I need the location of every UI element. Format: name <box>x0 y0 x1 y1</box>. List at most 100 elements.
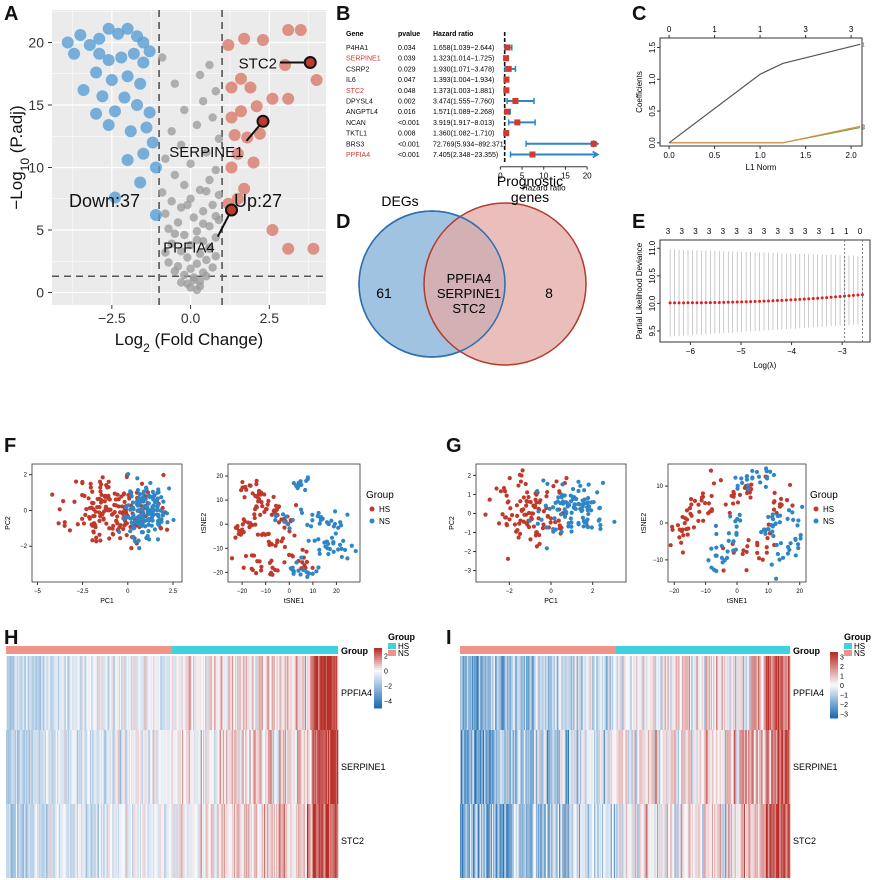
heatmap-cell <box>710 730 713 804</box>
top-tick-label: 3 <box>789 227 794 236</box>
ns-point <box>596 518 601 523</box>
heatmap-cell <box>156 804 158 878</box>
heatmap-cell <box>676 730 679 804</box>
heatmap-cell <box>65 730 68 804</box>
heatmap-cell <box>322 656 324 730</box>
heatmap-cell <box>576 730 578 804</box>
heatmap-cell <box>39 656 41 730</box>
up-point <box>225 111 238 124</box>
heatmap-cell <box>292 730 295 804</box>
heatmap-cell <box>166 804 168 878</box>
heatmap-cell <box>788 730 791 804</box>
heatmap-cell <box>779 804 781 878</box>
heatmap-cell <box>211 804 214 878</box>
hs-point <box>118 536 123 541</box>
heatmap-cell <box>299 804 301 878</box>
heatmap-cell <box>300 730 302 804</box>
heatmap-cell <box>93 730 95 804</box>
hr-text: 72.769(5.934−892.371) <box>433 141 506 148</box>
cv-deviance-plot: −6 −5 −4 −39.510.010.511.03 3 3 3 3 3 3 3 3 3 3 3 1 1 0Lo… <box>635 227 871 370</box>
panel-label-b: B <box>336 3 350 25</box>
heatmap-cell <box>107 804 110 878</box>
heatmap-cell <box>136 730 138 804</box>
hs-point <box>255 494 260 500</box>
scale-step <box>374 686 382 689</box>
heatmap-cell <box>664 656 666 730</box>
heatmap-cell <box>258 656 260 730</box>
hs-point <box>545 513 550 519</box>
ns-point <box>132 539 138 544</box>
hs-point <box>107 536 112 541</box>
heatmap-cell <box>8 804 10 878</box>
ns-point <box>280 512 286 517</box>
heatmap-i: GroupPPFIA4SERPINE1STC2GroupHSNS3210−1−2… <box>460 632 871 878</box>
heatmap-cell <box>243 656 246 730</box>
heatmap-cell <box>290 656 292 730</box>
hs-point <box>755 540 760 545</box>
heatmap-cell <box>773 804 775 878</box>
heatmap-cell <box>784 656 786 730</box>
heatmap-cell <box>618 656 620 730</box>
x-tick-label: 10 <box>539 172 548 181</box>
ns-point <box>126 472 131 477</box>
heatmap-cell <box>667 730 670 804</box>
heatmap-cell <box>618 804 620 878</box>
scale-step <box>374 668 382 671</box>
heatmap-cell <box>531 730 533 804</box>
heatmap-cell <box>117 656 120 730</box>
heatmap-cell <box>21 656 23 730</box>
heatmap-cell <box>777 804 780 878</box>
heatmap-cell <box>33 730 36 804</box>
heatmap-cell <box>493 656 495 730</box>
heatmap-cell <box>607 730 609 804</box>
heatmap-cell <box>510 730 512 804</box>
heatmap-cell <box>208 730 210 804</box>
heatmap-cell <box>240 730 243 804</box>
heatmap-cell <box>741 656 743 730</box>
heatmap-cell <box>242 656 245 730</box>
heatmap-cell <box>108 656 111 730</box>
heatmap-cell <box>566 804 569 878</box>
ns-point <box>585 525 591 530</box>
coef-path-label: 2 <box>862 124 865 130</box>
heatmap-cell <box>204 730 206 804</box>
heatmap-cell <box>681 730 683 804</box>
down-point <box>93 32 106 45</box>
heatmap-cell <box>325 656 328 730</box>
heatmap-cell <box>753 730 756 804</box>
hs-point <box>247 483 252 488</box>
heatmap-cell <box>581 656 583 730</box>
heatmap-cell <box>287 730 289 804</box>
scale-step <box>830 654 838 657</box>
heatmap-cell <box>208 804 210 878</box>
hs-point <box>521 507 526 512</box>
hs-point <box>258 512 263 517</box>
heatmap-cell <box>461 804 463 878</box>
heatmap-cell <box>33 656 36 730</box>
heatmap-cell <box>30 730 32 804</box>
heatmap-cell <box>518 804 520 878</box>
heatmap-cell <box>44 656 47 730</box>
heatmap-cell <box>783 730 785 804</box>
ns-point <box>287 526 292 531</box>
hs-point <box>533 533 538 538</box>
heatmap-cell <box>177 730 179 804</box>
heatmap-cell <box>95 656 98 730</box>
legend-label: NS <box>823 517 834 526</box>
hs-point <box>524 498 529 504</box>
heatmap-cell <box>61 730 63 804</box>
heatmap-cell <box>775 656 778 730</box>
heatmap-cell <box>709 730 712 804</box>
ns-point <box>186 240 195 250</box>
heatmap-cell <box>553 804 555 878</box>
heatmap-cell <box>636 804 638 878</box>
heatmap-cell <box>143 656 145 730</box>
heatmap-cell <box>298 656 300 730</box>
cv-point <box>758 299 762 303</box>
hs-point <box>557 489 562 494</box>
cv-point <box>740 300 744 304</box>
heatmap-cell <box>528 804 530 878</box>
heatmap-cell <box>189 804 192 878</box>
heatmap-cell <box>519 804 521 878</box>
heatmap-cell <box>727 656 729 730</box>
